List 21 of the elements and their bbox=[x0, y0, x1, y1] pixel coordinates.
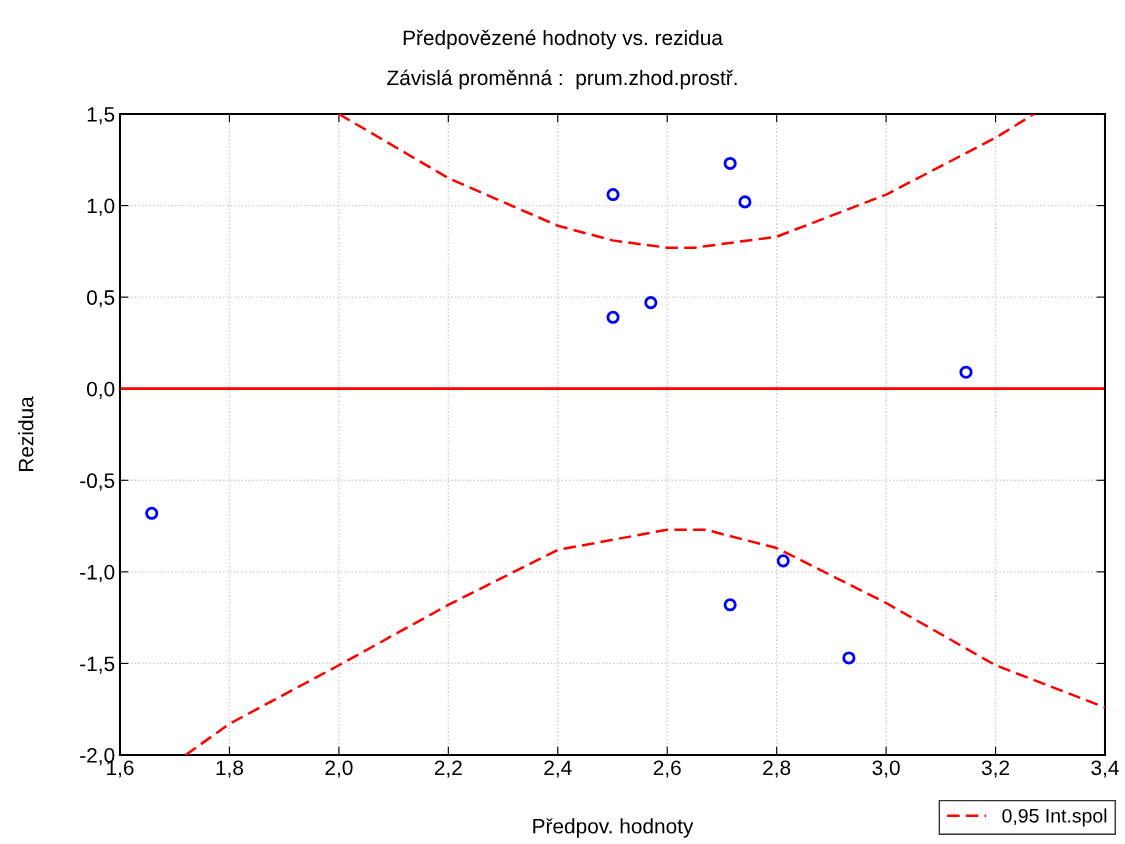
x-tick-label: 2,2 bbox=[434, 760, 462, 778]
x-tick-label: 3,0 bbox=[872, 760, 900, 778]
y-tick-label: -1,5 bbox=[80, 656, 115, 674]
y-axis-title: Rezidua bbox=[18, 396, 34, 472]
chart-subtitle: Závislá proměnná : prum.zhod.prostř. bbox=[387, 69, 737, 90]
y-tick-label: 0,0 bbox=[86, 381, 115, 399]
legend-label: 0,95 Int.spol bbox=[1002, 808, 1107, 827]
x-tick-label: 2,4 bbox=[544, 760, 572, 778]
y-tick-label: -1,0 bbox=[80, 564, 115, 583]
y-tick-label: -0,5 bbox=[80, 473, 115, 491]
x-tick-label: 2,6 bbox=[653, 760, 681, 778]
x-axis-title: Předpov. hodnoty bbox=[533, 818, 694, 838]
x-tick-label: 3,4 bbox=[1091, 760, 1119, 778]
x-tick-label: 3,2 bbox=[981, 760, 1009, 778]
chart-title: Předpovězené hodnoty vs. rezidua bbox=[403, 29, 723, 50]
y-tick-label: 0,5 bbox=[86, 290, 115, 308]
y-tick-label: 1,0 bbox=[87, 198, 115, 216]
y-tick-label: 1,5 bbox=[87, 107, 115, 125]
x-tick-label: 2,8 bbox=[763, 760, 791, 778]
x-tick-label: 1,8 bbox=[216, 760, 244, 778]
x-tick-label: 2,0 bbox=[325, 760, 353, 778]
